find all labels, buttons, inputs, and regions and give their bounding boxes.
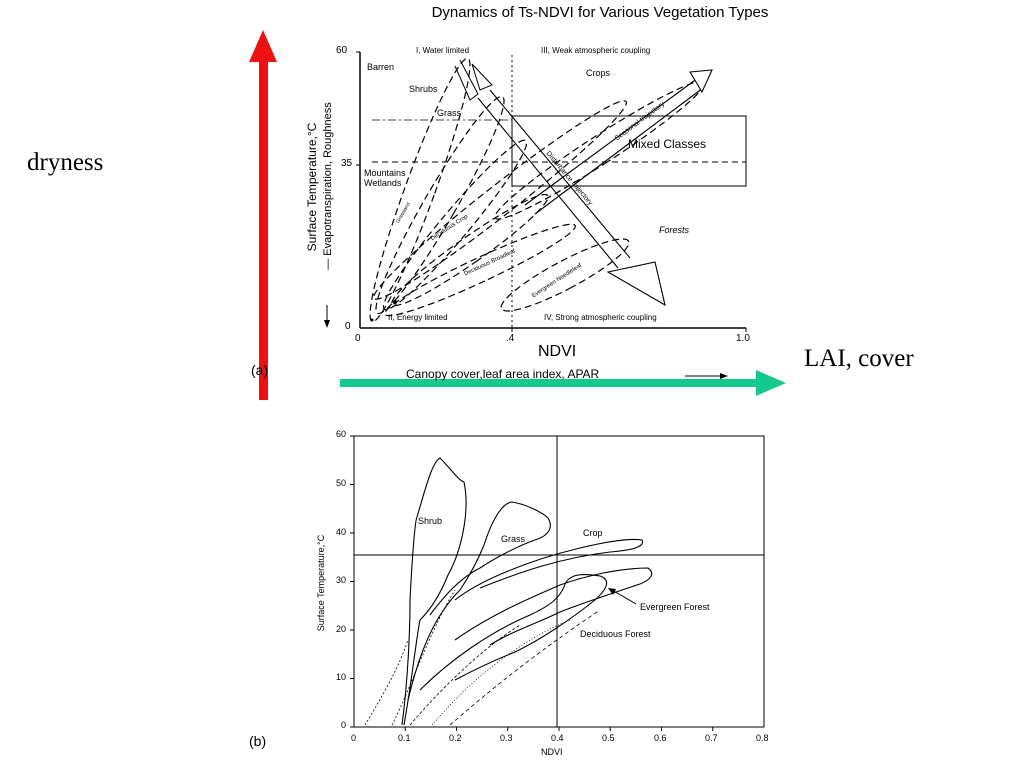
bottom-x-tick-05: 0.5 [602, 733, 615, 743]
seasonal-trajectory-arrow [524, 69, 713, 215]
top-x-tick-1: 1.0 [736, 333, 750, 344]
lai-cover-label: LAI, cover [804, 345, 914, 372]
class-label-forests: Forests [659, 225, 690, 235]
top-y-label-2: — Evapotranspiration, Roughness [322, 102, 334, 270]
bottom-y-tick-60: 60 [336, 429, 347, 439]
bottom-y-tick-40: 40 [336, 527, 347, 537]
dryness-arrow [249, 30, 277, 400]
class-label-barren: Barren [367, 62, 395, 72]
bottom-y-tick-20: 20 [336, 624, 347, 634]
class-label-crops: Crops [586, 68, 611, 78]
crop-label: Crop [583, 528, 603, 538]
barren-envelope [369, 57, 471, 323]
class-label-shrubs: Shrubs [409, 84, 438, 94]
crop-envelope [454, 538, 644, 601]
grass-envelope [407, 501, 551, 701]
top-y-tick-0: 0 [345, 321, 351, 332]
deciduous-forest-label: Deciduous Forest [580, 629, 651, 639]
quadrant-label-4: IV, Strong atmospheric coupling [544, 313, 657, 322]
top-x-tick-0: 0 [355, 333, 361, 344]
dryness-label: dryness [27, 149, 104, 176]
top-chart-title: Dynamics of Ts-NDVI for Various Vegetati… [431, 4, 769, 21]
quadrant-label-1: I, Water limited [416, 46, 470, 55]
bottom-x-tick-0: 0 [351, 733, 357, 743]
bottom-x-label: NDVI [541, 747, 563, 757]
evergreen-needleleaf-envelope [500, 238, 630, 312]
shrub-envelope [401, 457, 467, 726]
deciduous-envelope [419, 574, 608, 691]
evergreen-forest-label: Evergreen Forest [640, 602, 710, 612]
evergreen-envelope [454, 567, 653, 646]
top-panel-tag: (a) [251, 362, 269, 378]
bottom-panel-tag: (b) [249, 733, 267, 749]
class-label-mixed: Mixed Classes [628, 137, 707, 151]
crops-envelope [372, 100, 628, 300]
seasonal-envelope [494, 80, 706, 220]
bottom-x-tick-06: 0.6 [654, 733, 667, 743]
quadrant-label-3: III, Weak atmospheric coupling [541, 46, 651, 55]
bottom-x-tick-01: 0.1 [398, 733, 411, 743]
bottom-x-tick-04: 0.4 [551, 733, 564, 743]
bottom-y-tick-30: 30 [336, 575, 347, 585]
deciduous-crop-envelope [391, 193, 549, 307]
grass-label: Grass [501, 534, 526, 544]
deciduous-broadleaf-envelope [384, 223, 576, 317]
bottom-x-tick-07: 0.7 [705, 733, 718, 743]
class-label-grass: Grass [437, 108, 462, 118]
top-y-label: Surface Temperature,°C [305, 122, 319, 252]
bottom-x-tick-08: 0.8 [756, 733, 769, 743]
bottom-y-label: Surface Temperature,°C [316, 534, 326, 632]
top-y-tick-35: 35 [341, 158, 353, 169]
bottom-y-tick-50: 50 [336, 478, 347, 488]
shrub-label: Shrub [418, 516, 443, 526]
bottom-x-tick-02: 0.2 [449, 733, 462, 743]
bottom-y-tick-0: 0 [341, 720, 347, 730]
grassland-envelope [382, 139, 528, 311]
top-y-tick-60: 60 [336, 45, 348, 56]
bottom-x-tick-03: 0.3 [500, 733, 513, 743]
water-limited-arrow [454, 59, 493, 101]
shrubs-envelope [375, 95, 505, 315]
bottom-y-tick-10: 10 [336, 672, 347, 682]
class-label-mountains: Mountains [364, 168, 406, 178]
top-x-label: NDVI [538, 343, 577, 360]
top-x-tick-04: .4 [506, 333, 515, 344]
top-diagram [249, 30, 786, 400]
bottom-plot-frame [353, 435, 765, 728]
bottom-diagram [350, 435, 765, 731]
class-label-wetlands: Wetlands [364, 178, 402, 188]
quadrant-label-2: II, Energy limited [388, 313, 448, 322]
top-x-sublabel: Canopy cover,leaf area index, APAR [406, 367, 600, 381]
cover-arrow [340, 370, 786, 396]
disturbance-trajectory-arrow [477, 89, 666, 307]
